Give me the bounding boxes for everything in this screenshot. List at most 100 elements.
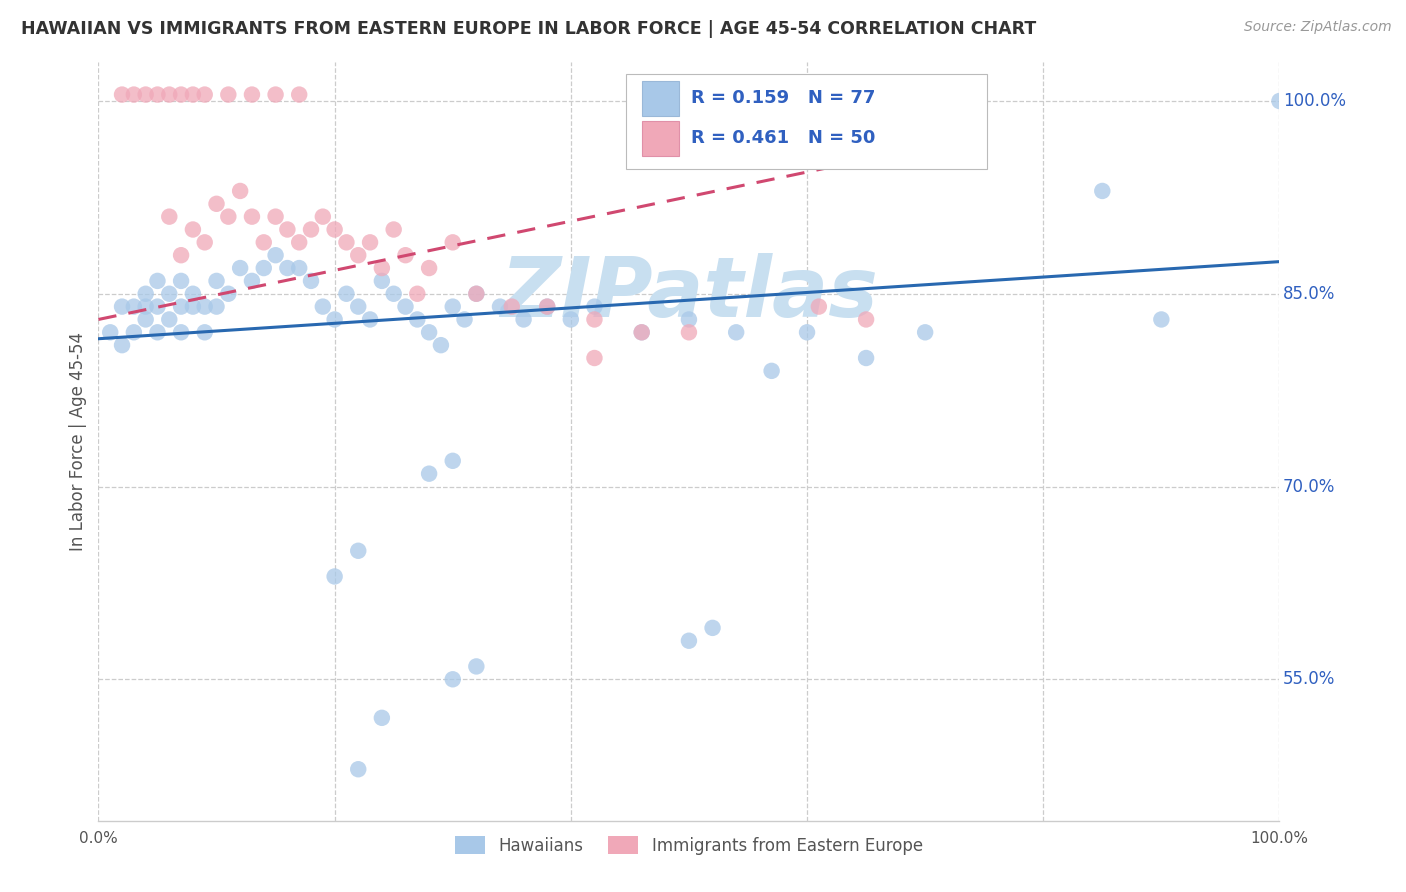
Point (418, 326, 440, 340)
Point (146, 274, 169, 288)
Point (146, 87, 169, 102)
Point (122, 87, 145, 102)
Point (536, 300, 558, 314)
Point (406, 286, 429, 301)
Point (914, 326, 936, 340)
Point (299, 222, 322, 236)
Text: R = 0.461   N = 50: R = 0.461 N = 50 (692, 129, 876, 147)
FancyBboxPatch shape (641, 81, 679, 116)
Point (465, 659, 488, 673)
Point (323, 312, 346, 326)
Point (465, 286, 488, 301)
Text: 55.0%: 55.0% (1284, 670, 1336, 689)
Point (157, 286, 180, 301)
Point (146, 326, 169, 340)
Point (725, 326, 748, 340)
Point (229, 261, 252, 276)
Text: Source: ZipAtlas.com: Source: ZipAtlas.com (1244, 20, 1392, 34)
Legend: Hawaiians, Immigrants from Eastern Europe: Hawaiians, Immigrants from Eastern Europ… (449, 830, 929, 862)
Point (347, 762, 370, 776)
Point (323, 222, 346, 236)
Point (465, 286, 488, 301)
Point (441, 673, 464, 687)
Text: 70.0%: 70.0% (1284, 477, 1336, 496)
Point (678, 633, 700, 648)
Point (441, 454, 464, 468)
Point (253, 261, 276, 276)
Point (359, 312, 381, 326)
Point (194, 326, 217, 340)
Point (170, 274, 193, 288)
Point (371, 711, 394, 725)
Point (299, 274, 322, 288)
Point (761, 364, 783, 378)
Point (181, 87, 204, 102)
Point (347, 248, 370, 262)
Point (678, 326, 700, 340)
Point (135, 300, 157, 314)
Point (111, 300, 134, 314)
FancyBboxPatch shape (626, 74, 987, 169)
Point (560, 312, 582, 326)
Point (312, 300, 335, 314)
Text: 100.0%: 100.0% (1250, 831, 1309, 846)
Point (1150, 312, 1173, 326)
Point (264, 248, 287, 262)
Point (453, 312, 475, 326)
Point (702, 621, 724, 635)
Point (335, 235, 357, 250)
Point (181, 222, 204, 236)
Point (359, 235, 381, 250)
Point (205, 300, 228, 314)
Point (583, 300, 606, 314)
Text: 100.0%: 100.0% (1284, 92, 1346, 110)
Point (323, 569, 346, 583)
Point (122, 300, 145, 314)
Point (382, 222, 405, 236)
Point (264, 210, 287, 224)
Point (135, 312, 157, 326)
Point (430, 338, 453, 352)
Point (170, 87, 193, 102)
Point (98, 326, 121, 340)
Point (240, 87, 263, 102)
Point (807, 300, 830, 314)
Point (371, 274, 394, 288)
Point (489, 300, 512, 314)
Point (441, 300, 464, 314)
Point (135, 286, 157, 301)
Point (288, 87, 311, 102)
Point (181, 286, 204, 301)
Point (217, 210, 239, 224)
Text: 0.0%: 0.0% (79, 831, 118, 846)
Point (157, 210, 180, 224)
Text: ZIPatlas: ZIPatlas (501, 253, 877, 334)
Point (347, 300, 370, 314)
Point (240, 274, 263, 288)
Point (217, 286, 239, 301)
Point (630, 326, 652, 340)
Point (205, 196, 228, 211)
Point (194, 87, 217, 102)
Point (1091, 184, 1114, 198)
Point (194, 300, 217, 314)
FancyBboxPatch shape (641, 121, 679, 156)
Point (157, 312, 180, 326)
Point (335, 286, 357, 301)
Point (312, 210, 335, 224)
Point (406, 312, 429, 326)
Point (170, 300, 193, 314)
Point (583, 312, 606, 326)
Point (253, 235, 276, 250)
Point (170, 248, 193, 262)
Point (678, 312, 700, 326)
Point (347, 543, 370, 558)
Point (111, 87, 134, 102)
Point (512, 312, 534, 326)
Point (630, 326, 652, 340)
Point (418, 261, 440, 276)
Point (536, 300, 558, 314)
Point (276, 261, 298, 276)
Text: HAWAIIAN VS IMMIGRANTS FROM EASTERN EUROPE IN LABOR FORCE | AGE 45-54 CORRELATIO: HAWAIIAN VS IMMIGRANTS FROM EASTERN EURO… (21, 20, 1036, 37)
Point (441, 235, 464, 250)
